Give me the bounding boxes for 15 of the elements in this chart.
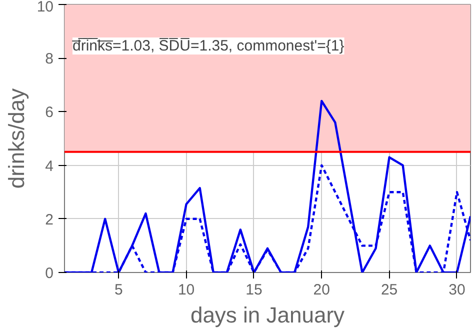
x-tick-label: 30 [448,282,466,298]
y-axis-title: drinks/day [4,88,29,189]
x-tick-label: 25 [380,282,398,298]
y-tick-label: 6 [45,104,54,122]
y-tick-label: 4 [45,158,54,175]
y-tick-label: 2 [45,211,54,228]
y-tick-label: 0 [45,265,54,282]
annotation: d̅r̅i̅n̅k̅s̅=1.03, S̅D̅U̅=1.35, commonest'={1} [71,37,344,54]
y-tick-label: 10 [36,0,54,16]
x-axis-title: days in January [190,302,345,328]
x-tick-label: 10 [178,282,195,298]
x-tick-label: 20 [313,282,330,298]
x-tick-label: 5 [114,282,123,298]
x-tick-label: 15 [246,282,262,298]
y-tick-label: 8 [45,50,54,68]
